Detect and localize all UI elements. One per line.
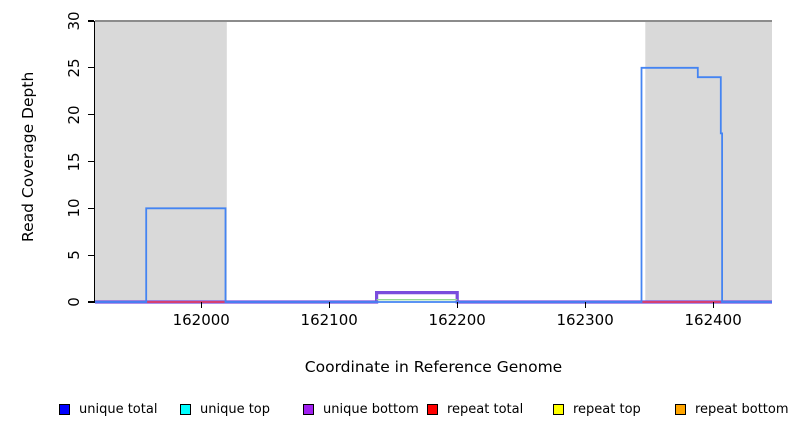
y-axis-line xyxy=(94,21,96,303)
x-axis-title: Coordinate in Reference Genome xyxy=(304,358,563,376)
legend-item-unique-total: unique total xyxy=(59,402,157,417)
y-axis-tick-label: 30 xyxy=(65,11,83,31)
y-axis-tick xyxy=(88,207,94,209)
legend-item-unique-bottom: unique bottom xyxy=(303,402,419,417)
legend-swatch-repeat-bottom xyxy=(675,404,686,415)
shaded-repeat-region xyxy=(645,21,772,302)
coverage-step-series xyxy=(95,20,772,304)
legend-label: repeat bottom xyxy=(695,402,789,417)
legend-item-repeat-total: repeat total xyxy=(427,402,523,417)
x-axis-tick-label: 162400 xyxy=(684,311,742,329)
series-unique-total xyxy=(95,66,772,303)
y-axis-tick-label: 5 xyxy=(65,250,83,260)
legend-swatch-unique-top xyxy=(180,404,191,415)
y-axis-tick-label: 10 xyxy=(65,198,83,218)
legend-swatch-repeat-top xyxy=(553,404,564,415)
legend-label: unique bottom xyxy=(323,402,419,417)
legend-item-repeat-bottom: repeat bottom xyxy=(675,402,789,417)
x-axis-tick-label: 162000 xyxy=(172,311,230,329)
y-axis-title: Read Coverage Depth xyxy=(19,71,37,242)
y-axis-tick xyxy=(88,67,94,69)
y-axis-tick-label: 0 xyxy=(65,297,83,307)
y-axis-tick xyxy=(88,160,94,163)
x-axis-tick xyxy=(584,302,586,308)
legend-swatch-repeat-total xyxy=(427,404,438,415)
legend-item-repeat-top: repeat top xyxy=(553,402,641,417)
y-axis-tick xyxy=(88,20,94,22)
y-axis-tick xyxy=(88,254,94,256)
x-axis-tick-label: 162300 xyxy=(556,311,614,329)
x-axis-tick xyxy=(328,302,330,308)
legend-label: unique total xyxy=(79,402,158,417)
y-axis-tick xyxy=(88,114,94,116)
legend-label: repeat top xyxy=(573,402,641,417)
x-axis-tick xyxy=(712,302,714,308)
legend-swatch-unique-bottom xyxy=(303,404,314,415)
y-axis-tick-label: 20 xyxy=(65,105,83,125)
y-axis-tick-label: 15 xyxy=(65,151,83,172)
legend-item-unique-top: unique top xyxy=(180,402,270,417)
legend-label: unique top xyxy=(200,402,271,417)
x-axis-tick xyxy=(456,302,458,308)
x-axis-tick xyxy=(200,302,202,308)
plot-area xyxy=(95,20,772,304)
shaded-repeat-region xyxy=(95,21,227,302)
x-axis-tick-label: 162100 xyxy=(300,311,358,329)
y-axis-tick-label: 25 xyxy=(65,58,83,78)
x-axis-tick-label: 162200 xyxy=(428,311,486,329)
legend-label: repeat total xyxy=(447,402,524,417)
y-axis-tick xyxy=(88,301,94,303)
legend-swatch-unique-total xyxy=(59,404,70,415)
legend: unique total unique top unique bottom re… xyxy=(0,399,792,425)
